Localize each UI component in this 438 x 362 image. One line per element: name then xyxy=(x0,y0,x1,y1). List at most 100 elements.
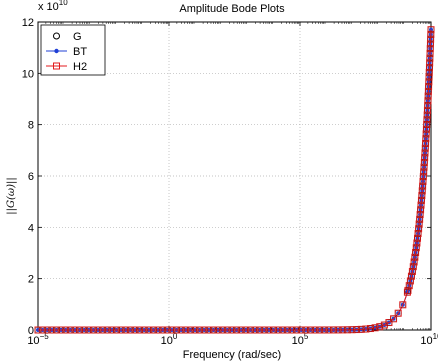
g-point xyxy=(80,326,88,334)
h2-point xyxy=(145,326,153,334)
h2-point xyxy=(85,326,93,334)
h2-point xyxy=(66,326,74,334)
h2-point xyxy=(233,326,241,334)
g-point xyxy=(399,301,407,309)
h2-point xyxy=(279,326,287,334)
h2-point xyxy=(423,111,431,119)
h2-point xyxy=(420,168,428,176)
legend-item-bt: BT xyxy=(46,46,87,58)
g-point xyxy=(311,326,319,334)
h2-point xyxy=(420,163,428,171)
g-point xyxy=(182,326,190,334)
h2-point xyxy=(425,78,433,86)
g-point xyxy=(293,326,300,334)
h2-point xyxy=(154,326,162,334)
h2-point xyxy=(348,326,356,334)
g-point xyxy=(405,282,413,289)
h2-point xyxy=(103,326,111,334)
g-point xyxy=(415,225,422,233)
h2-point xyxy=(426,54,434,62)
g-point xyxy=(131,326,139,334)
g-point xyxy=(200,326,208,334)
h2-point xyxy=(320,326,328,334)
h2-point xyxy=(413,239,421,247)
g-point xyxy=(414,234,421,242)
h2-point xyxy=(214,326,222,334)
g-point xyxy=(247,326,254,334)
h2-point xyxy=(293,326,301,334)
h2-point xyxy=(426,49,434,57)
g-point xyxy=(426,64,433,71)
g-point xyxy=(219,326,227,334)
y-tick-label: 6 xyxy=(28,171,34,183)
g-point xyxy=(113,326,120,334)
h2-point xyxy=(219,326,227,334)
g-point xyxy=(427,31,435,38)
h2-point xyxy=(371,324,379,332)
g-point xyxy=(330,326,337,334)
g-point xyxy=(357,326,365,333)
h2-point xyxy=(421,149,429,157)
g-point xyxy=(71,326,79,334)
g-point xyxy=(411,253,419,261)
h2-point xyxy=(159,326,167,334)
g-point xyxy=(404,288,411,296)
g-point xyxy=(424,106,431,114)
g-point xyxy=(163,326,171,334)
g-point xyxy=(297,326,305,334)
g-point xyxy=(136,326,143,334)
h2-point xyxy=(416,215,424,223)
y-tick-label: 12 xyxy=(22,17,34,29)
svg-text:x 1010: x 1010 xyxy=(38,0,68,13)
h2-point xyxy=(422,125,430,133)
h2-point xyxy=(80,326,88,334)
g-point xyxy=(426,54,434,62)
g-point xyxy=(67,326,74,334)
g-point xyxy=(367,325,374,332)
g-point xyxy=(423,111,431,119)
legend-label: BT xyxy=(73,46,87,58)
g-point xyxy=(140,326,148,334)
h2-point xyxy=(411,253,419,261)
h2-point xyxy=(406,277,414,285)
g-point xyxy=(279,326,287,334)
g-point xyxy=(154,326,162,334)
g-point xyxy=(424,97,432,105)
h2-point xyxy=(426,40,434,48)
g-point xyxy=(418,192,426,199)
legend-label: H2 xyxy=(73,61,87,73)
h2-point xyxy=(366,325,374,333)
g-point xyxy=(419,178,427,185)
g-point xyxy=(421,159,428,166)
g-point xyxy=(420,173,427,180)
h2-point xyxy=(385,319,393,327)
h2-point xyxy=(416,211,424,219)
g-point xyxy=(334,326,342,334)
h2-point xyxy=(390,315,398,323)
h2-point xyxy=(94,326,102,334)
h2-point xyxy=(419,182,427,190)
y-tick-label: 8 xyxy=(28,120,34,132)
g-point xyxy=(426,45,434,52)
h2-point xyxy=(182,326,190,334)
g-point xyxy=(210,326,217,334)
h2-point xyxy=(223,326,231,334)
series-g xyxy=(34,26,435,334)
h2-point xyxy=(186,326,194,334)
g-point xyxy=(420,168,427,176)
h2-point xyxy=(427,30,435,38)
h2-point xyxy=(302,326,310,334)
g-point xyxy=(187,326,194,334)
h2-point xyxy=(422,139,430,147)
chart-title: Amplitude Bode Plots xyxy=(179,3,285,15)
g-point xyxy=(117,326,125,334)
g-point xyxy=(423,125,430,133)
g-point xyxy=(427,35,434,43)
h2-point xyxy=(410,258,418,266)
g-point xyxy=(274,326,282,334)
h2-point xyxy=(353,326,361,334)
h2-point xyxy=(412,248,420,256)
h2-point xyxy=(403,288,411,296)
g-point xyxy=(427,26,435,34)
h2-point xyxy=(405,282,413,290)
